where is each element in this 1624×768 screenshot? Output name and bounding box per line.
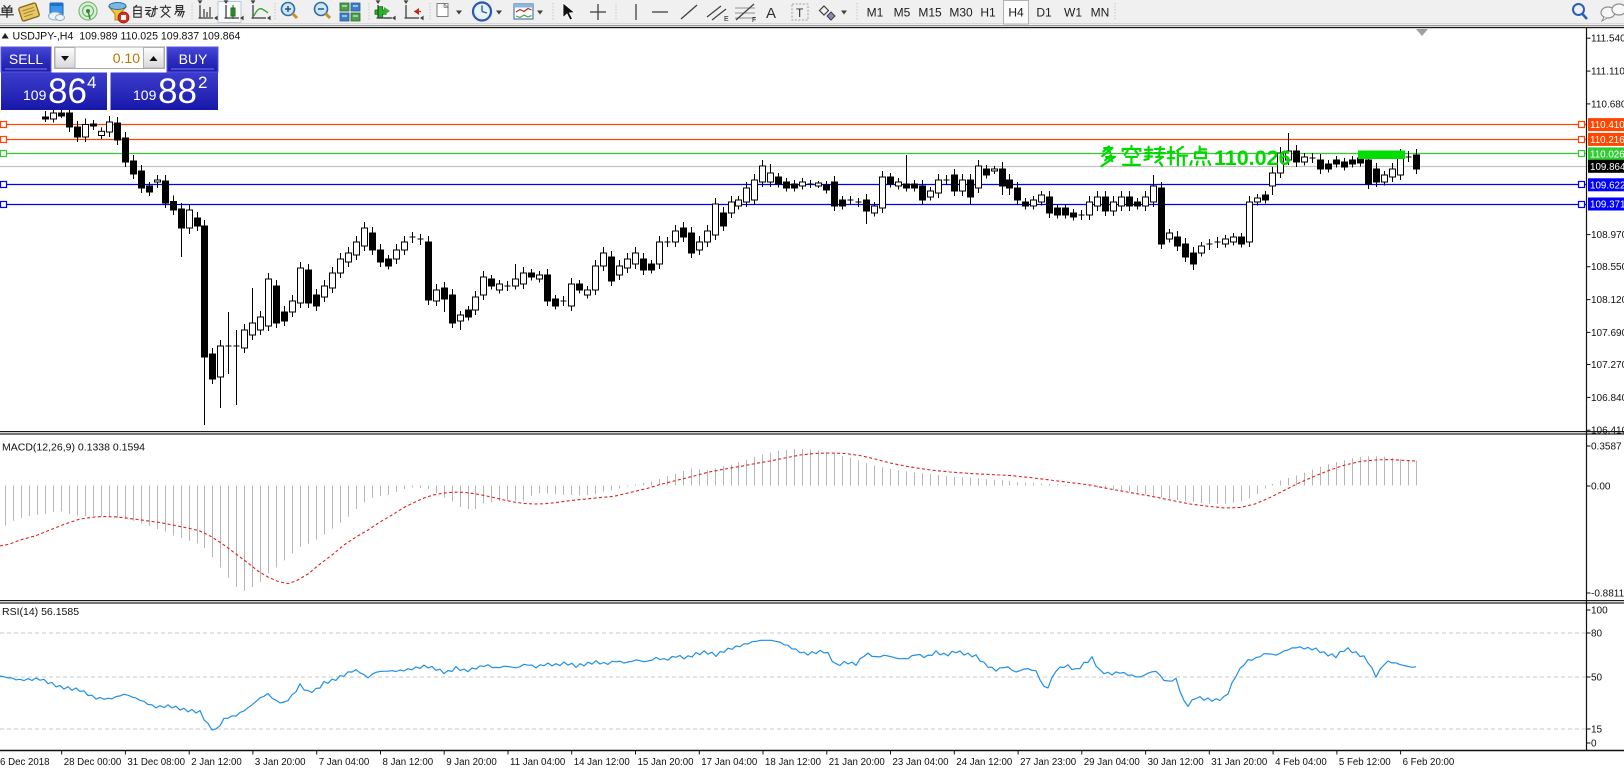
svg-text:28 Dec 00:00: 28 Dec 00:00 (64, 757, 122, 768)
svg-text:15: 15 (1591, 725, 1603, 736)
svg-text:11 Jan 04:00: 11 Jan 04:00 (510, 757, 566, 768)
svg-text:110.680: 110.680 (1591, 99, 1624, 110)
svg-text:111.110: 111.110 (1591, 67, 1624, 78)
svg-text:2 Jan 12:00: 2 Jan 12:00 (191, 757, 242, 768)
svg-text:109: 109 (23, 87, 47, 103)
svg-text:-0.8811: -0.8811 (1591, 589, 1624, 600)
svg-text:27 Jan 23:00: 27 Jan 23:00 (1020, 757, 1077, 768)
svg-text:111.540: 111.540 (1591, 34, 1624, 45)
svg-text:100: 100 (1591, 606, 1608, 617)
svg-text:0.3587: 0.3587 (1591, 442, 1622, 453)
svg-text:21 Jan 20:00: 21 Jan 20:00 (829, 757, 886, 768)
svg-text:SELL: SELL (9, 51, 43, 67)
svg-text:4 Feb 04:00: 4 Feb 04:00 (1275, 757, 1327, 768)
svg-text:107.270: 107.270 (1591, 360, 1624, 371)
svg-text:BUY: BUY (179, 51, 208, 67)
svg-text:MACD(12,26,9) 0.1338 0.1594: MACD(12,26,9) 0.1338 0.1594 (2, 442, 145, 454)
svg-text:3 Jan 20:00: 3 Jan 20:00 (255, 757, 306, 768)
svg-text:4: 4 (87, 73, 96, 92)
svg-text:106.410: 106.410 (1591, 426, 1624, 437)
svg-text:108.970: 108.970 (1591, 230, 1624, 241)
svg-text:H1: H1 (980, 6, 996, 20)
svg-text:107.690: 107.690 (1591, 328, 1624, 339)
svg-text:F: F (752, 17, 756, 24)
svg-text:110.410: 110.410 (1590, 120, 1624, 131)
svg-text:31 Dec 08:00: 31 Dec 08:00 (127, 757, 185, 768)
svg-text:E: E (724, 16, 729, 23)
svg-text:30 Jan 12:00: 30 Jan 12:00 (1148, 757, 1205, 768)
svg-text:M30: M30 (949, 6, 973, 20)
svg-text:6 Feb 20:00: 6 Feb 20:00 (1403, 757, 1455, 768)
svg-text:109: 109 (133, 87, 157, 103)
svg-text:106.840: 106.840 (1591, 393, 1624, 404)
svg-text:M15: M15 (918, 6, 942, 20)
svg-text:0.00: 0.00 (1591, 482, 1611, 493)
svg-text:8 Jan 12:00: 8 Jan 12:00 (383, 757, 434, 768)
svg-text:15 Jan 20:00: 15 Jan 20:00 (638, 757, 695, 768)
svg-text:108.550: 108.550 (1591, 262, 1624, 273)
svg-text:D1: D1 (1036, 6, 1052, 20)
svg-text:86: 86 (48, 72, 87, 111)
svg-text:M1: M1 (867, 6, 884, 20)
svg-text:MN: MN (1091, 6, 1110, 20)
svg-text:0.10: 0.10 (113, 50, 140, 66)
svg-text:14 Jan 12:00: 14 Jan 12:00 (574, 757, 631, 768)
svg-text:109.371: 109.371 (1590, 200, 1624, 211)
svg-text:9 Jan 20:00: 9 Jan 20:00 (446, 757, 497, 768)
svg-text:29 Jan 04:00: 29 Jan 04:00 (1084, 757, 1141, 768)
svg-text:109.622: 109.622 (1590, 180, 1624, 191)
svg-text:7 Jan 04:00: 7 Jan 04:00 (319, 757, 370, 768)
svg-text:80: 80 (1591, 629, 1603, 640)
svg-text:18 Jan 12:00: 18 Jan 12:00 (765, 757, 822, 768)
svg-text:17 Jan 04:00: 17 Jan 04:00 (701, 757, 758, 768)
svg-text:24 Jan 12:00: 24 Jan 12:00 (956, 757, 1013, 768)
svg-text:108.120: 108.120 (1591, 295, 1624, 306)
svg-text:31 Jan 20:00: 31 Jan 20:00 (1211, 757, 1268, 768)
svg-text:6 Dec 2018: 6 Dec 2018 (0, 757, 50, 768)
svg-text:2: 2 (198, 73, 207, 92)
svg-text:M5: M5 (894, 6, 911, 20)
svg-text:109.864: 109.864 (1590, 162, 1624, 173)
svg-text:USDJPY-,H4 109.989 110.025 10: USDJPY-,H4 109.989 110.025 109.837 109.8… (13, 30, 241, 42)
svg-text:23 Jan 04:00: 23 Jan 04:00 (893, 757, 950, 768)
svg-text:W1: W1 (1064, 6, 1082, 20)
svg-text:RSI(14) 56.1585: RSI(14) 56.1585 (2, 606, 79, 618)
svg-text:5 Feb 12:00: 5 Feb 12:00 (1339, 757, 1391, 768)
svg-text:A: A (766, 5, 776, 22)
svg-text:0: 0 (1591, 739, 1597, 750)
svg-text:110.216: 110.216 (1590, 135, 1624, 146)
svg-text:110.026: 110.026 (1214, 146, 1291, 170)
svg-text:50: 50 (1591, 673, 1603, 684)
svg-text:H4: H4 (1008, 6, 1024, 20)
svg-text:88: 88 (158, 72, 197, 111)
svg-text:T: T (796, 6, 804, 20)
svg-text:110.026: 110.026 (1590, 149, 1624, 160)
